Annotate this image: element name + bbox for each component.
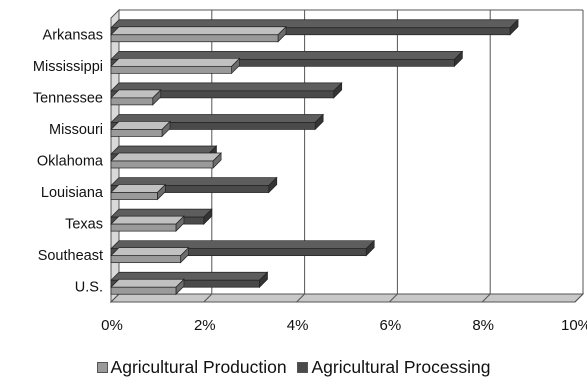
x-tick-label: 2% [194, 317, 216, 334]
bar-processing [110, 279, 260, 288]
floor-gridline [574, 293, 584, 303]
category-label: Tennessee [33, 90, 103, 106]
legend-label-processing: Agricultural Processing [311, 356, 491, 377]
bar-processing [110, 185, 270, 193]
bar-production-top [110, 26, 287, 36]
bar-production [110, 223, 177, 232]
bar-production [110, 65, 232, 74]
legend: Agricultural Production Agricultural Pro… [0, 356, 587, 378]
legend-swatch-production [96, 361, 108, 373]
category-label: U.S. [75, 280, 103, 296]
category-label: Arkansas [43, 27, 103, 43]
category-label: Southeast [38, 248, 103, 264]
x-tick-label: 8% [472, 317, 494, 334]
floor-gridline [389, 293, 398, 303]
floor-gridline [481, 293, 491, 303]
bar-production [110, 192, 158, 200]
bar-processing [110, 90, 335, 99]
x-tick-label: 10% [561, 317, 587, 334]
bar-production-top [110, 89, 162, 99]
bar-processing [110, 122, 316, 130]
floor-gridline [203, 293, 213, 303]
bar-production [110, 129, 163, 137]
bar-production-top [110, 121, 171, 130]
legend-swatch-processing [297, 361, 309, 373]
legend-item-processing: Agricultural Processing [297, 357, 490, 378]
floor-gridline [110, 293, 120, 303]
bar-production-top [110, 278, 185, 288]
category-label: Mississippi [33, 59, 103, 75]
bar-processing [110, 248, 367, 257]
x-tick-label: 6% [380, 317, 402, 334]
bar-production-top [110, 152, 222, 162]
category-label: Oklahoma [37, 154, 104, 170]
bar-production [110, 286, 177, 295]
category-label: Louisiana [41, 185, 104, 201]
bar-production [110, 160, 214, 169]
category-label: Texas [65, 217, 103, 233]
legend-label-production: Agricultural Production [110, 356, 287, 377]
bar-processing [110, 27, 511, 36]
bar-production [110, 97, 154, 106]
bar-production-top [110, 215, 185, 225]
bar-production-top [110, 184, 167, 193]
bar-production [110, 34, 279, 43]
bar-production [110, 255, 181, 264]
bar-processing [110, 58, 455, 67]
bar-production-top [110, 57, 241, 67]
bar-production-top [110, 247, 190, 257]
floor-gridline [296, 293, 305, 303]
x-tick-label: 0% [101, 317, 123, 334]
plot-back-wall [119, 10, 583, 294]
category-label: Missouri [49, 122, 103, 138]
x-tick-label: 4% [287, 317, 309, 334]
plot-floor [109, 293, 585, 303]
legend-item-production: Agricultural Production [96, 356, 287, 378]
